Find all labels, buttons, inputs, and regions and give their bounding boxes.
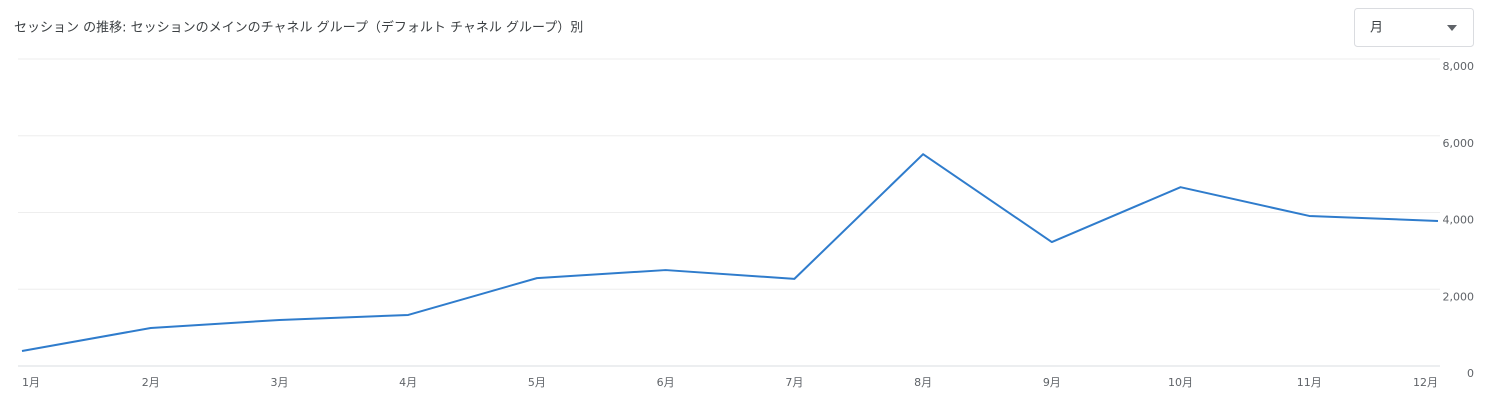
- x-tick-label: 9月: [1043, 376, 1061, 389]
- dropdown-box[interactable]: [1354, 8, 1474, 47]
- x-tick-label: 8月: [914, 376, 932, 389]
- chart-title: セッション の推移: セッションのメインのチャネル グループ（デフォルト チャネ…: [14, 20, 583, 36]
- y-tick-label: 0: [1467, 367, 1474, 380]
- y-tick-label: 8,000: [1443, 60, 1475, 73]
- period-dropdown[interactable]: 月: [1354, 8, 1474, 47]
- x-tick-label: 2月: [142, 376, 160, 389]
- x-tick-label: 1月: [22, 376, 40, 389]
- dropdown-label[interactable]: 月: [1370, 21, 1383, 36]
- x-tick-label: 5月: [528, 376, 546, 389]
- x-tick-label: 7月: [785, 376, 803, 389]
- series-line: [21, 153, 1439, 353]
- y-tick-label: 2,000: [1443, 290, 1475, 303]
- x-tick-label: 11月: [1297, 376, 1322, 389]
- x-tick-label: 12月: [1413, 376, 1438, 389]
- x-tick-label: 4月: [399, 376, 417, 389]
- dropdown-arrow[interactable]: [1447, 25, 1457, 31]
- y-tick-label: 4,000: [1443, 214, 1475, 227]
- y-tick-label: 6,000: [1443, 137, 1475, 150]
- x-tick-label: 3月: [270, 376, 288, 389]
- x-tick-label: 10月: [1168, 376, 1193, 389]
- x-tick-label: 6月: [657, 376, 675, 389]
